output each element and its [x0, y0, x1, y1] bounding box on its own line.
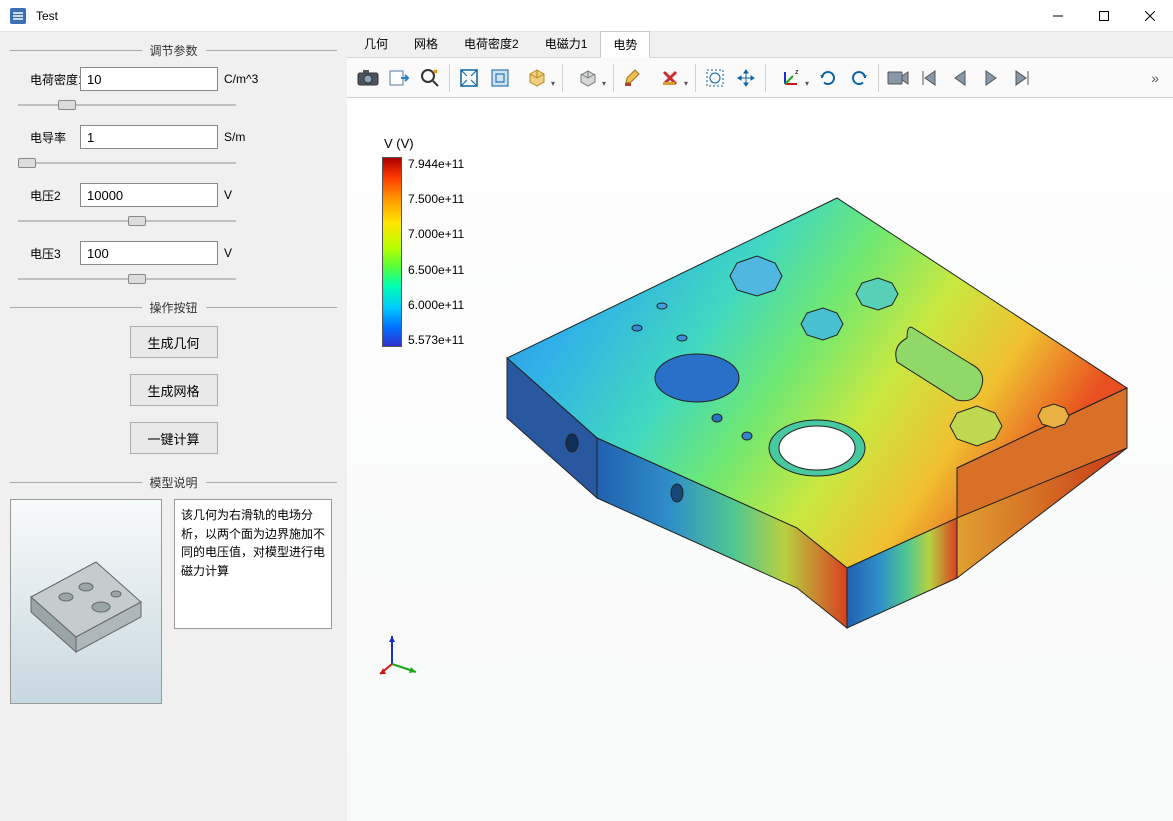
rotate-ccw-icon[interactable]	[844, 63, 874, 93]
brush-icon[interactable]	[618, 63, 648, 93]
model-thumbnail	[10, 499, 162, 704]
tab-em-force1[interactable]: 电磁力1	[532, 30, 601, 57]
delete-icon[interactable]: ▾	[649, 63, 691, 93]
desc-group-header: 模型说明	[10, 474, 337, 491]
maximize-button[interactable]	[1081, 0, 1127, 32]
param-conductivity: 电导率 S/m	[30, 125, 317, 149]
video-icon[interactable]	[883, 63, 913, 93]
tab-bar: 几何 网格 电荷密度2 电磁力1 电势	[347, 32, 1173, 58]
param-voltage3: 电压3 V	[30, 241, 317, 265]
move-icon[interactable]	[731, 63, 761, 93]
sidebar: 调节参数 电荷密度1 C/m^3 电导率 S/m 电压2 V 电压3 V 操作按…	[0, 32, 347, 821]
window-title: Test	[36, 9, 1035, 23]
play-icon[interactable]	[976, 63, 1006, 93]
charge-density1-input[interactable]	[80, 67, 218, 91]
charge-density1-slider[interactable]	[18, 104, 236, 106]
voltage3-input[interactable]	[80, 241, 218, 265]
tab-mesh[interactable]: 网格	[401, 30, 451, 57]
svg-text:z: z	[795, 69, 799, 76]
prev-first-icon[interactable]	[914, 63, 944, 93]
generate-geometry-button[interactable]: 生成几何	[130, 326, 218, 358]
cube-select-icon[interactable]: ▾	[516, 63, 558, 93]
next-icon[interactable]	[1007, 63, 1037, 93]
param-charge-density1: 电荷密度1 C/m^3	[30, 67, 317, 91]
prev-icon[interactable]	[945, 63, 975, 93]
minimize-button[interactable]	[1035, 0, 1081, 32]
tab-potential[interactable]: 电势	[600, 31, 650, 58]
actions-group-header: 操作按钮	[10, 299, 337, 316]
viewport[interactable]: V (V) 7.944e+11 7.500e+11 7.000e+11 6.50…	[347, 98, 1173, 821]
select-box-icon[interactable]	[700, 63, 730, 93]
colorbar-ticks: 7.944e+11 7.500e+11 7.000e+11 6.500e+11 …	[408, 157, 464, 347]
rotate-cw-icon[interactable]	[813, 63, 843, 93]
axes-icon[interactable]: z▾	[770, 63, 812, 93]
tab-geometry[interactable]: 几何	[351, 30, 401, 57]
export-icon[interactable]	[384, 63, 414, 93]
close-button[interactable]	[1127, 0, 1173, 32]
conductivity-slider[interactable]	[18, 162, 236, 164]
compute-button[interactable]: 一键计算	[130, 422, 218, 454]
zoom-extents-icon[interactable]	[485, 63, 515, 93]
params-group-header: 调节参数	[10, 42, 337, 59]
voltage2-slider[interactable]	[18, 220, 236, 222]
generate-mesh-button[interactable]: 生成网格	[130, 374, 218, 406]
conductivity-input[interactable]	[80, 125, 218, 149]
tab-charge-density2[interactable]: 电荷密度2	[451, 30, 532, 57]
voltage2-input[interactable]	[80, 183, 218, 207]
toolbar-overflow[interactable]: »	[1143, 70, 1167, 86]
titlebar: Test	[0, 0, 1173, 32]
camera-icon[interactable]	[353, 63, 383, 93]
voltage3-slider[interactable]	[18, 278, 236, 280]
param-voltage2: 电压2 V	[30, 183, 317, 207]
toolbar: ▾ ▾ ▾ z▾ »	[347, 58, 1173, 98]
model-description: 该几何为右滑轨的电场分析，以两个面为边界施加不同的电压值，对模型进行电磁力计算	[174, 499, 332, 629]
colorbar-title: V (V)	[384, 136, 464, 151]
zoom-icon[interactable]	[415, 63, 445, 93]
app-icon	[8, 6, 28, 26]
zoom-box-icon[interactable]	[454, 63, 484, 93]
colorbar-gradient	[382, 157, 402, 347]
content-area: 几何 网格 电荷密度2 电磁力1 电势 ▾ ▾ ▾ z▾	[347, 32, 1173, 821]
model-3d	[467, 158, 1147, 693]
axis-triad	[377, 626, 427, 681]
block-icon[interactable]: ▾	[567, 63, 609, 93]
colorbar: V (V) 7.944e+11 7.500e+11 7.000e+11 6.50…	[382, 136, 464, 347]
